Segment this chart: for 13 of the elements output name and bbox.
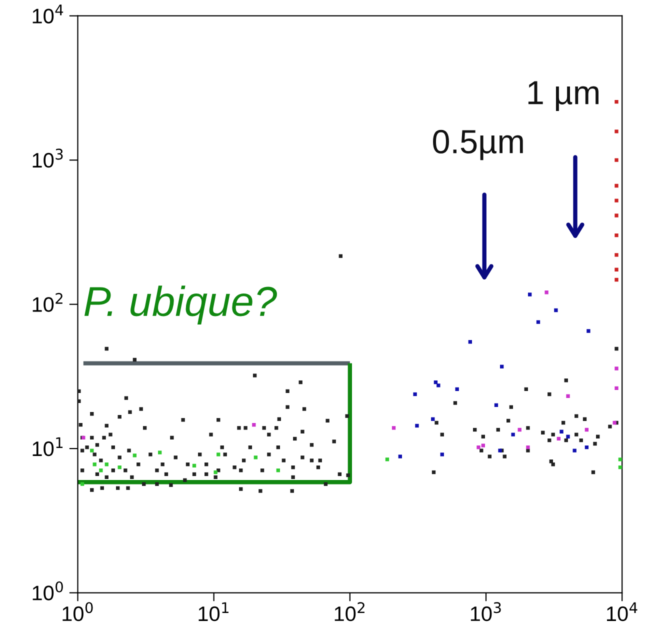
- y-tick-label: 10$^{3}$: [32, 148, 63, 168]
- x-tick-label: 10$^{2}$: [334, 602, 364, 622]
- y-tick-label: 10$^{4}$: [32, 4, 64, 24]
- annotation: 1 µm: [528, 81, 598, 112]
- x-tick-label: 10$^{1}$: [198, 602, 228, 622]
- annotation: P. ubique?: [84, 286, 277, 325]
- annotation: 0.5µm: [433, 130, 523, 160]
- y-tick-label: 10$^{2}$: [32, 292, 62, 312]
- x-tick-label: 10$^{0}$: [62, 602, 93, 622]
- x-tick-label: 10$^{4}$: [607, 602, 638, 622]
- y-tick-label: 10$^{0}$: [32, 581, 63, 600]
- y-tick-label: 10$^{1}$: [32, 437, 63, 456]
- x-tick-label: 10$^{3}$: [470, 602, 501, 622]
